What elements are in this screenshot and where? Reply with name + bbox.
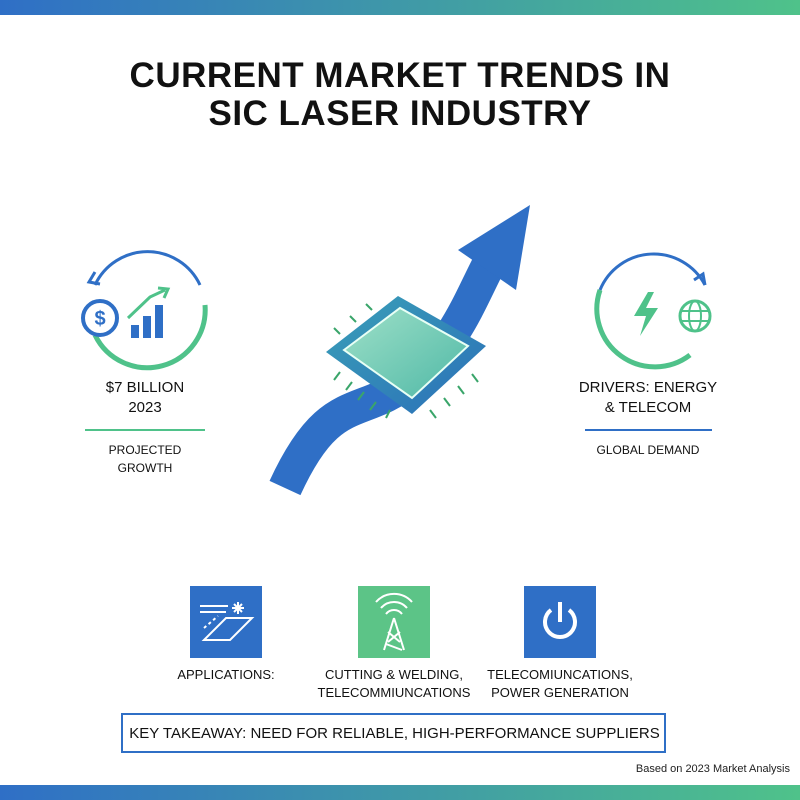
top-bar xyxy=(0,0,800,15)
card-line: TELECOMMIUNCATIONS xyxy=(317,685,471,700)
takeaway-text: KEY TAKEAWAY: NEED FOR RELIABLE, HIGH-PE… xyxy=(129,725,660,742)
card-label: CUTTING & WELDING, TELECOMMIUNCATIONS xyxy=(304,666,484,702)
card-line: CUTTING & WELDING, xyxy=(325,667,463,682)
card-line: POWER GENERATION xyxy=(491,685,629,700)
telecom-card-icon xyxy=(358,586,430,658)
card-line: TELECOMIUNCATIONS, xyxy=(487,667,633,682)
power-card-icon xyxy=(524,586,596,658)
card-line: APPLICATIONS: xyxy=(177,667,275,682)
title-line: CURRENT MARKET TRENDS IN xyxy=(129,56,671,95)
stat-caption: GLOBAL DEMAND xyxy=(548,441,748,459)
takeaway-box xyxy=(121,713,666,753)
svg-text:$: $ xyxy=(94,308,105,330)
bottom-bar xyxy=(0,785,800,800)
footer-note: Based on 2023 Market Analysis xyxy=(635,763,790,775)
stat-value: $7 BILLION 2023 xyxy=(45,378,245,418)
stat-line: $7 BILLION xyxy=(105,379,185,396)
stat-value: DRIVERS: ENERGY & TELECOM xyxy=(548,378,748,418)
caption-line: PROJECTED xyxy=(108,443,182,457)
stat-caption: PROJECTED GROWTH xyxy=(45,441,245,477)
caption-line: GLOBAL DEMAND xyxy=(596,443,700,457)
drivers-icon xyxy=(594,252,712,370)
stat-line: & TELECOM xyxy=(604,399,692,416)
growth-icon: $ xyxy=(81,250,208,371)
stat-line: DRIVERS: ENERGY xyxy=(578,379,718,396)
card-label: APPLICATIONS: xyxy=(146,666,306,684)
stat-line: 2023 xyxy=(128,399,162,416)
laser-card-icon xyxy=(190,586,262,658)
caption-line: GROWTH xyxy=(117,461,173,475)
title-line: SIC LASER INDUSTRY xyxy=(208,94,592,133)
chip-icon xyxy=(326,296,486,419)
card-label: TELECOMIUNCATIONS, POWER GENERATION xyxy=(470,666,650,702)
